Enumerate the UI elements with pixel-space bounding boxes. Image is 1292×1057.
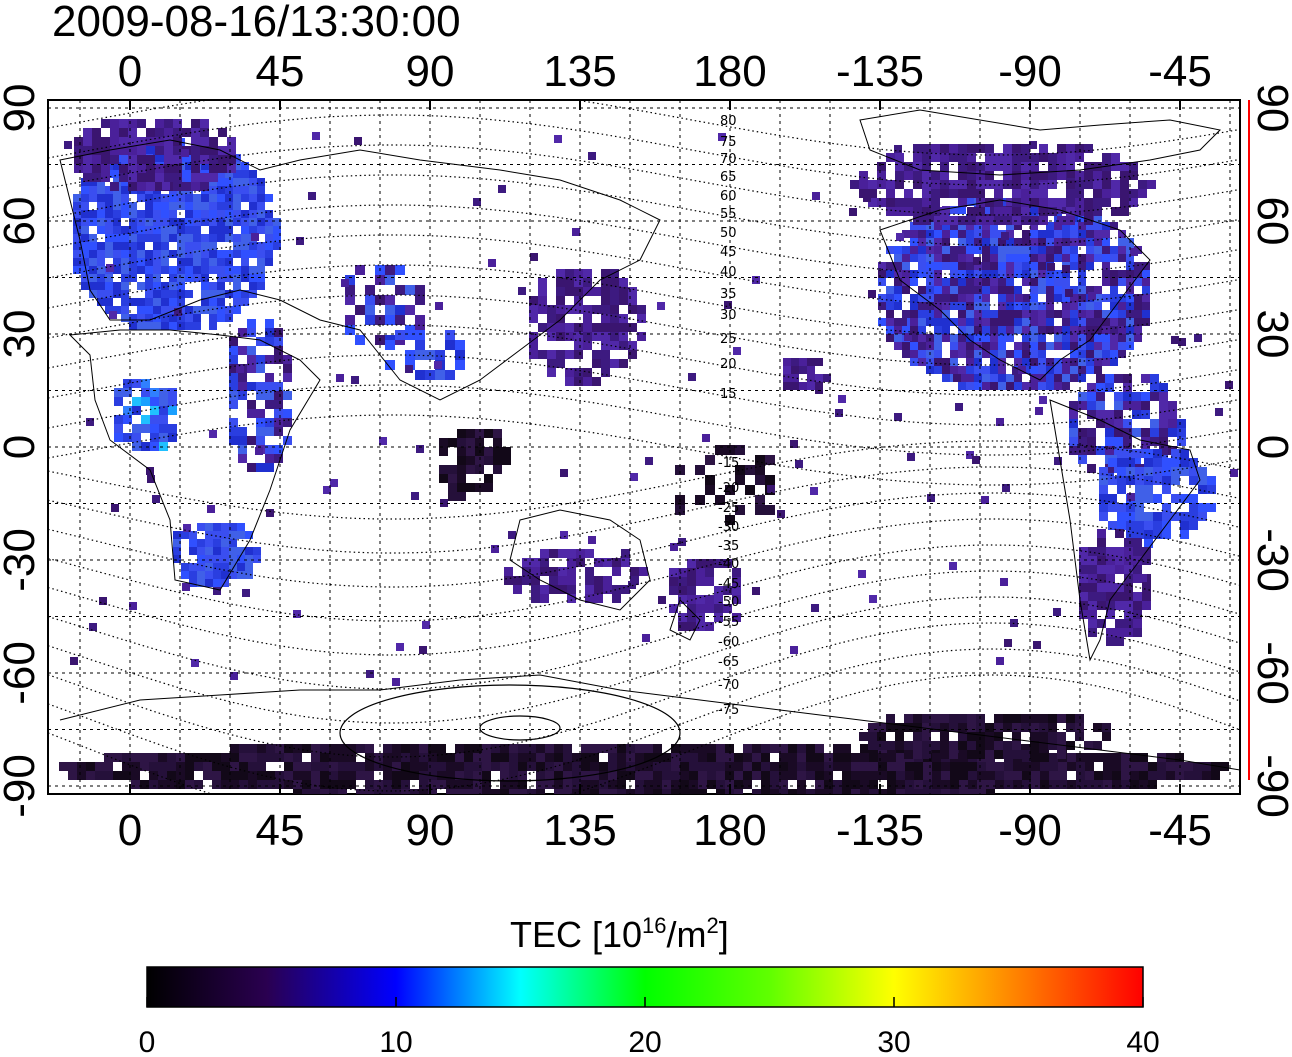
x-axis-top-labels: 0 45 90 135 180 -135 -90 -45 — [118, 47, 1212, 96]
contour-label: -35 — [718, 539, 739, 554]
contour-label: 55 — [720, 207, 737, 222]
x-tick-bottom-label: 45 — [256, 806, 305, 855]
x-tick-bottom-label: 90 — [406, 806, 455, 855]
contour-label: 30 — [720, 308, 737, 323]
axis-edge-ticks — [129, 100, 1181, 794]
y-tick-left-label: -90 — [0, 754, 44, 818]
y-tick-left-label: 90 — [0, 84, 44, 133]
y-axis-right-labels: 90 60 30 0 -30 -60 -90 — [1248, 84, 1292, 818]
magnetic-latitude-contours — [48, 100, 1240, 794]
contour-label: 70 — [720, 152, 737, 167]
lat-lon-grid — [48, 100, 1240, 794]
x-tick-bottom-label: 135 — [543, 806, 616, 855]
y-tick-right-label: 30 — [1248, 310, 1292, 359]
y-tick-left-label: 30 — [0, 310, 44, 359]
contour-label: 40 — [720, 265, 737, 280]
y-axis-left-labels: 90 60 30 0 -30 -60 -90 — [0, 84, 44, 818]
contour-label: 45 — [720, 245, 737, 260]
x-tick-top-label: -135 — [836, 47, 924, 96]
contour-label: 60 — [720, 189, 737, 204]
contour-label: -40 — [718, 557, 739, 572]
contour-label: 20 — [720, 357, 737, 372]
contour-label: 35 — [720, 287, 737, 302]
contour-label: -30 — [718, 520, 739, 535]
contour-label: 65 — [720, 170, 737, 185]
x-tick-bottom-label: -45 — [1148, 806, 1212, 855]
contour-label: -20 — [718, 481, 739, 496]
contour-label: 80 — [720, 114, 737, 129]
x-axis-bottom-labels: 0 45 90 135 180 -135 -90 -45 — [118, 806, 1212, 855]
colorbar-ticks: 0 10 20 30 40 — [139, 997, 1160, 1057]
x-tick-top-label: 135 — [543, 47, 616, 96]
y-tick-right-label: -30 — [1248, 528, 1292, 592]
x-tick-top-label: -45 — [1148, 47, 1212, 96]
y-tick-right-label: 90 — [1248, 84, 1292, 133]
colorbar: TEC [1016/m2] 0 10 20 30 40 — [139, 913, 1160, 1057]
contour-label: -75 — [718, 703, 739, 718]
contour-label: 25 — [720, 332, 737, 347]
colorbar-tick-label: 0 — [139, 1026, 156, 1057]
contour-labels: 80 75 70 65 60 55 50 45 40 35 30 25 20 15 -15 -20 -25 -30… — [718, 114, 739, 718]
map-plot-area: 80 75 70 65 60 55 50 45 40 35 30 25 20 15 -15 -20 -25 -30… — [47, 99, 1250, 795]
x-tick-top-label: 45 — [256, 47, 305, 96]
y-tick-left-label: -30 — [0, 528, 44, 592]
y-tick-right-label: 60 — [1248, 197, 1292, 246]
y-tick-left-label: 0 — [0, 435, 44, 459]
colorbar-tick-label: 20 — [628, 1026, 661, 1057]
x-tick-top-label: 180 — [693, 47, 766, 96]
contour-label: -55 — [718, 615, 739, 630]
x-tick-top-label: 0 — [118, 47, 142, 96]
contour-label: 15 — [720, 387, 737, 402]
y-tick-right-label: -60 — [1248, 641, 1292, 705]
y-tick-left-label: -60 — [0, 641, 44, 705]
x-tick-bottom-label: 0 — [118, 806, 142, 855]
timestamp-title: 2009-08-16/13:30:00 — [52, 0, 461, 46]
contour-label: -65 — [718, 655, 739, 670]
contour-label: -50 — [718, 595, 739, 610]
x-tick-top-label: 90 — [406, 47, 455, 96]
x-tick-bottom-label: -135 — [836, 806, 924, 855]
contour-label: -25 — [718, 501, 739, 516]
colorbar-tick-label: 10 — [379, 1026, 412, 1057]
colorbar-tick-label: 40 — [1126, 1026, 1159, 1057]
x-tick-top-label: -90 — [998, 47, 1062, 96]
y-tick-left-label: 60 — [0, 197, 44, 246]
colorbar-tick-label: 30 — [877, 1026, 910, 1057]
contour-label: -15 — [718, 456, 739, 471]
contour-label: 75 — [720, 135, 737, 150]
contour-label: -60 — [718, 635, 739, 650]
y-tick-right-label: 0 — [1248, 435, 1292, 459]
y-tick-right-label: -90 — [1248, 754, 1292, 818]
contour-label: 50 — [720, 226, 737, 241]
x-tick-bottom-label: 180 — [693, 806, 766, 855]
colorbar-title: TEC [1016/m2] — [510, 913, 729, 955]
colorbar-gradient — [146, 966, 1144, 1008]
contour-label: -70 — [718, 678, 739, 693]
tec-data-layer — [59, 119, 1238, 794]
x-tick-bottom-label: -90 — [998, 806, 1062, 855]
contour-label: -45 — [718, 577, 739, 592]
